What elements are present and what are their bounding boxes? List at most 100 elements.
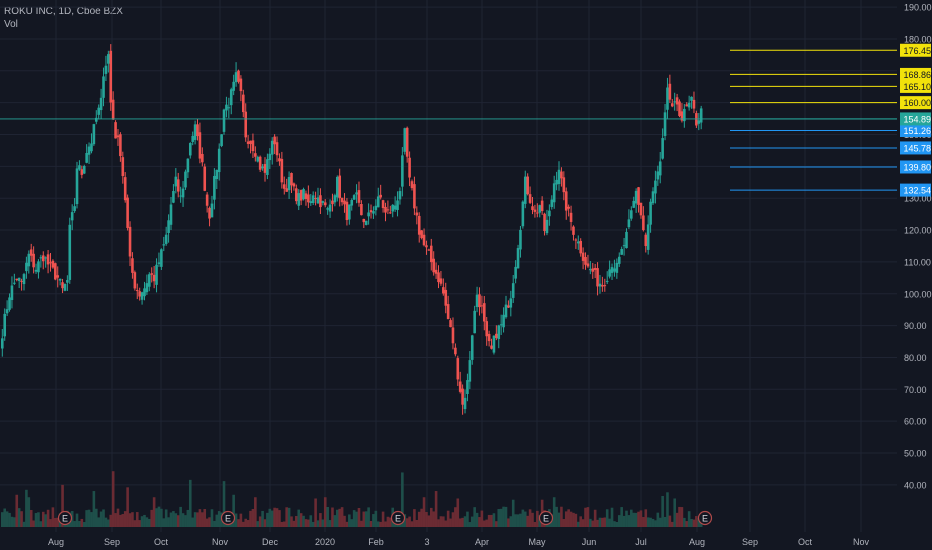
candle-body <box>162 244 166 246</box>
candle-body <box>649 201 652 225</box>
time-tick-label: Aug <box>48 537 64 547</box>
earnings-marker: E <box>697 510 713 526</box>
volume-bar <box>608 518 611 527</box>
candle-body <box>8 297 11 310</box>
time-tick-label: Feb <box>368 537 384 547</box>
volume-bar <box>478 517 481 527</box>
candle-body <box>670 103 674 107</box>
candle-body <box>244 111 248 138</box>
candle-body <box>429 245 433 263</box>
earnings-marker-circle <box>220 510 236 526</box>
volume-bar <box>335 509 339 527</box>
candle-body <box>454 347 457 355</box>
resistance-level-label-bg <box>900 67 931 81</box>
candle-body <box>114 122 117 139</box>
volume-bar <box>15 494 19 527</box>
candle-body <box>376 196 380 208</box>
candle-body <box>637 187 640 205</box>
candle-body <box>507 305 510 308</box>
volume-bar <box>490 514 493 527</box>
candle-body <box>27 253 31 267</box>
candle-body <box>348 204 351 220</box>
time-tick-label: Jun <box>582 537 597 547</box>
volume-bar <box>287 507 291 527</box>
candle-body <box>442 287 445 294</box>
volume-bar <box>405 518 409 527</box>
volume-bar <box>143 514 146 527</box>
time-tick-label: Nov <box>212 537 229 547</box>
candle-body <box>463 397 467 410</box>
candle-body <box>68 224 72 280</box>
volume-bar <box>475 512 479 527</box>
price-tick-label: 180.00 <box>904 34 932 44</box>
candle-body <box>666 87 669 110</box>
candle-body <box>25 262 28 272</box>
candle-body <box>261 166 264 169</box>
earnings-marker: E <box>538 510 554 526</box>
candle-body <box>415 212 419 216</box>
candle-body <box>278 158 281 162</box>
volume-bar <box>410 521 414 527</box>
candle-body <box>87 146 91 155</box>
candle-body <box>282 184 286 189</box>
volume-bar <box>258 516 262 527</box>
volume-bar <box>90 512 93 527</box>
volume-bar <box>44 514 47 527</box>
volume-bar <box>316 520 320 527</box>
candle-body <box>304 193 308 199</box>
volume-bar <box>297 509 301 527</box>
volume-bar <box>658 517 662 527</box>
earnings-marker: E <box>390 510 406 526</box>
volume-bar <box>213 520 216 527</box>
volume-bar <box>314 498 317 527</box>
volume-bar <box>603 517 607 527</box>
volume-bar <box>302 515 305 527</box>
volume-bar <box>350 519 354 527</box>
candle-body <box>242 94 245 113</box>
volume-bar <box>150 509 154 527</box>
resistance-level-label: 168.86 <box>904 70 932 80</box>
candle-body <box>386 209 390 211</box>
support-level-label-bg <box>900 183 931 197</box>
support-level-label-bg <box>900 160 931 174</box>
volume-bar <box>511 499 515 527</box>
volume-bar <box>292 520 296 527</box>
volume-bar <box>415 519 419 527</box>
volume-bar <box>338 508 341 527</box>
candle-body <box>680 111 684 121</box>
resistance-level-label: 160.00 <box>904 98 932 108</box>
candle-body <box>630 210 633 219</box>
volume-bar <box>102 509 105 527</box>
volume-bar <box>422 497 426 527</box>
candle-body <box>121 157 125 177</box>
volume-bar <box>70 511 74 527</box>
volume-bar <box>649 517 652 527</box>
volume-bar <box>1 512 4 527</box>
candle-body <box>227 107 231 109</box>
candle-body <box>239 78 243 92</box>
candle-body <box>92 124 96 145</box>
volume-bar <box>613 521 616 527</box>
volume-bar <box>507 518 510 527</box>
volume-bar <box>266 512 269 527</box>
volume-bar <box>193 512 197 527</box>
candle-body <box>598 283 602 287</box>
candle-body <box>99 97 103 111</box>
candle-body <box>350 199 354 206</box>
candle-body <box>70 212 74 221</box>
volume-bar <box>309 515 313 527</box>
time-tick-label: Sep <box>104 537 120 547</box>
candle-body <box>603 285 607 287</box>
candle-body <box>504 304 508 318</box>
volume-bar <box>148 518 151 527</box>
volume-bar <box>352 510 356 527</box>
candle-body <box>196 124 199 137</box>
candle-body <box>258 156 262 170</box>
candle-body <box>333 195 337 203</box>
candle-body <box>340 197 344 203</box>
volume-bar <box>509 516 513 527</box>
volume-bar <box>61 484 64 527</box>
current-price-label: 154.89 <box>904 114 932 124</box>
volume-bar <box>427 515 431 527</box>
